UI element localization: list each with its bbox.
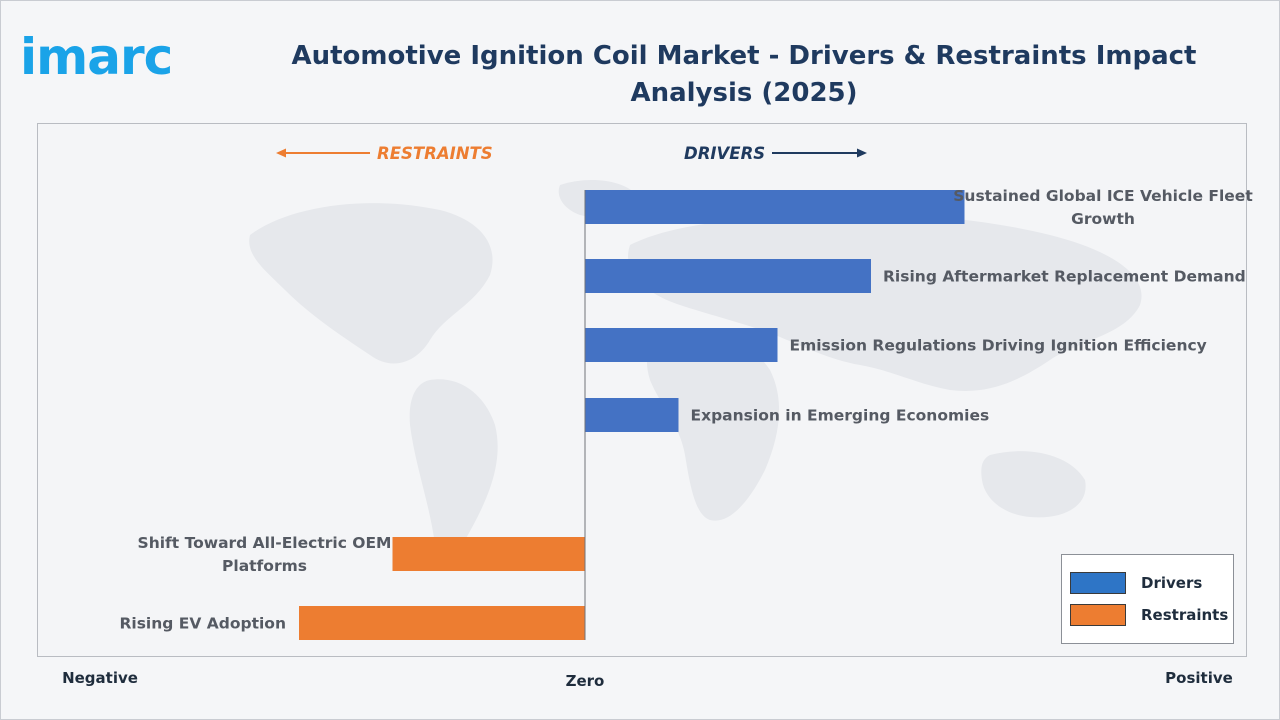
driver-bar-emission-regulations-driving-ignition-efficiency: [585, 328, 778, 362]
legend-item-restraints: Restraints: [1070, 603, 1228, 627]
axis-negative-label: Negative: [62, 669, 138, 687]
driver-bar-expansion-in-emerging-economies: [585, 398, 679, 432]
restraint-bar-shift-toward-all-electric-oem-platforms: [392, 537, 585, 571]
chart-title: Automotive Ignition Coil Market - Driver…: [291, 41, 1197, 108]
drivers-direction-label: DRIVERS: [684, 144, 765, 163]
legend-label-drivers: Drivers: [1141, 574, 1203, 592]
driver-bar-sustained-global-ice-vehicle-fleet-growth: [585, 190, 965, 224]
chart-legend: Drivers Restraints: [1061, 554, 1234, 644]
labels-layer: Sustained Global ICE Vehicle Fleet Growth…: [119, 187, 1253, 633]
axis-zero-label: Zero: [566, 672, 605, 690]
legend-swatch-restraints: [1070, 604, 1126, 626]
legend-item-drivers: Drivers: [1070, 571, 1202, 595]
driver-label-rising-aftermarket-replacement-demand: Rising Aftermarket Replacement Demand: [883, 268, 1246, 286]
axis-positive-label: Positive: [1165, 669, 1233, 687]
legend-swatch-drivers: [1070, 572, 1126, 594]
driver-label-expansion-in-emerging-economies: Expansion in Emerging Economies: [691, 407, 990, 425]
restraints-arrowhead: [276, 148, 286, 158]
driver-label-sustained-global-ice-vehicle-fleet-growth: Sustained Global ICE Vehicle Fleet Growth: [953, 187, 1253, 228]
drivers-arrowhead: [857, 148, 867, 158]
driver-label-emission-regulations-driving-ignition-efficiency: Emission Regulations Driving Ignition Ef…: [790, 337, 1207, 355]
restraints-direction-label: RESTRAINTS: [377, 144, 493, 163]
imarc-logo: imarc: [20, 28, 173, 86]
legend-label-restraints: Restraints: [1141, 606, 1229, 624]
driver-bar-rising-aftermarket-replacement-demand: [585, 259, 871, 293]
restraint-bar-rising-ev-adoption: [299, 606, 585, 640]
bars-layer: [299, 190, 965, 640]
restraint-label-shift-toward-all-electric-oem-platforms: Shift Toward All-Electric OEM Platforms: [138, 534, 392, 575]
restraint-label-rising-ev-adoption: Rising EV Adoption: [119, 615, 286, 633]
world-map-watermark: [249, 180, 1142, 558]
